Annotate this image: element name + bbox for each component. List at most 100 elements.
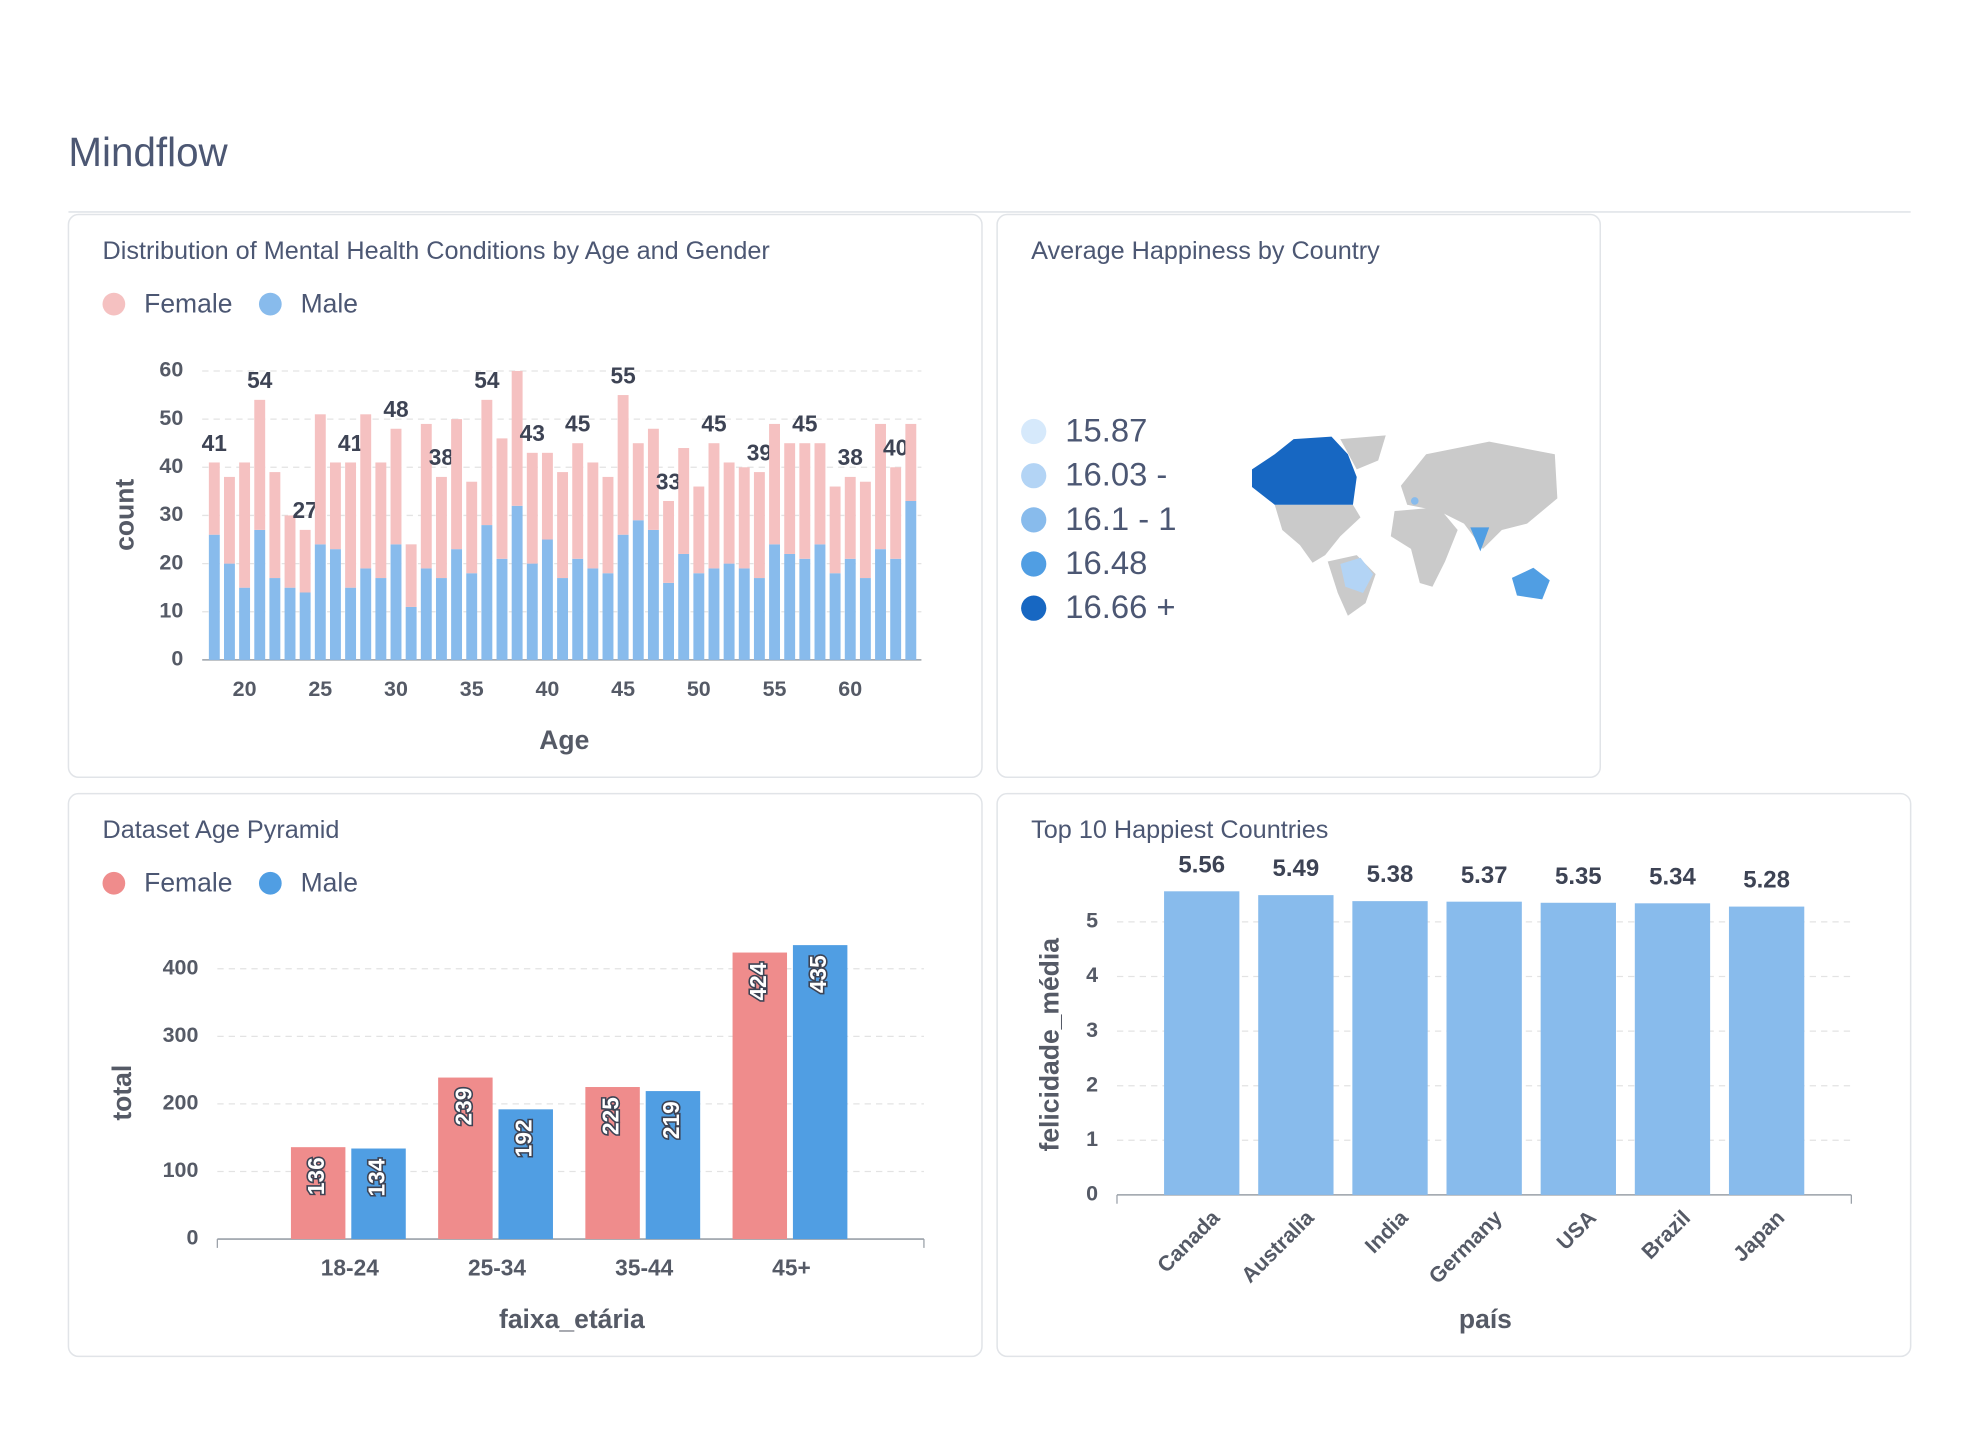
bar-segment — [435, 476, 447, 579]
total-label: 45 — [792, 411, 817, 437]
bar-segment — [769, 423, 780, 545]
bar-segment — [208, 534, 220, 660]
bar — [1540, 902, 1616, 1195]
total-label: 39 — [747, 439, 772, 465]
x-tick-label: 45+ — [772, 1254, 811, 1280]
legend-label: 16.1 - 1 — [1065, 500, 1176, 537]
bar-segment — [753, 578, 765, 660]
bar-segment — [632, 443, 644, 521]
bar — [1352, 901, 1428, 1195]
y-axis-label: count — [109, 479, 139, 551]
bar-segment — [345, 587, 357, 660]
bar-segment — [905, 500, 917, 660]
bar — [438, 1077, 493, 1240]
bar-segment — [269, 578, 281, 660]
bar-segment — [375, 578, 387, 660]
data-label: 435 — [805, 955, 831, 993]
bar-segment — [420, 568, 432, 660]
bar-segment — [314, 544, 326, 660]
legend-label: Female — [144, 288, 232, 318]
card-title: Top 10 Happiest Countries — [1031, 816, 1328, 844]
bar-segment — [753, 472, 765, 579]
y-tick-label: 5 — [1086, 909, 1098, 933]
bar-segment — [511, 370, 523, 506]
legend-marker — [1021, 418, 1047, 445]
legend-label: Female — [144, 868, 232, 898]
bar-segment — [541, 539, 553, 660]
bar-segment — [405, 544, 417, 607]
bar-segment — [420, 423, 432, 569]
bar-segment — [299, 592, 311, 660]
bar-segment — [466, 481, 478, 574]
bar-segment — [844, 558, 856, 660]
bar-segment — [254, 529, 266, 660]
total-label: 33 — [656, 468, 681, 494]
legend-marker — [1021, 551, 1047, 577]
y-tick-label: 3 — [1086, 1018, 1098, 1042]
y-tick-label: 100 — [163, 1158, 199, 1182]
data-label: 5.28 — [1743, 867, 1790, 894]
y-tick-label: 300 — [163, 1023, 199, 1047]
bar-segment — [329, 549, 341, 660]
bar — [732, 952, 788, 1240]
y-tick-label: 40 — [159, 454, 183, 478]
y-tick-label: 1 — [1086, 1127, 1098, 1151]
data-label: 219 — [658, 1101, 684, 1139]
data-label: 5.37 — [1461, 862, 1508, 889]
data-label: 134 — [364, 1158, 390, 1196]
bar — [792, 945, 848, 1240]
total-label: 54 — [247, 367, 273, 393]
bar-segment — [284, 587, 296, 660]
legend-label: Male — [301, 868, 358, 898]
bar-segment — [481, 399, 493, 526]
legend-marker — [1021, 595, 1047, 621]
bar-segment — [587, 462, 599, 569]
total-label: 41 — [338, 430, 363, 456]
y-tick-label: 2 — [1086, 1072, 1098, 1096]
bar-segment — [814, 544, 826, 660]
card-title: Average Happiness by Country — [1031, 237, 1380, 265]
bar — [1634, 903, 1711, 1195]
bar-segment — [723, 563, 735, 660]
bar-segment — [602, 476, 614, 574]
bar-segment — [329, 462, 341, 550]
page-title: Mindflow — [68, 129, 228, 175]
bar-segment — [466, 573, 478, 660]
x-tick-label: 30 — [384, 677, 408, 701]
bar-segment — [708, 568, 720, 660]
bar-segment — [799, 443, 811, 559]
bar-segment — [784, 553, 796, 660]
total-label: 54 — [474, 367, 500, 393]
bar-segment — [557, 578, 569, 660]
total-label: 40 — [883, 435, 908, 461]
total-label: 55 — [610, 362, 635, 388]
y-tick-label: 50 — [159, 406, 183, 430]
bar — [645, 1091, 701, 1240]
bar-segment — [890, 558, 902, 660]
bar-segment — [526, 452, 538, 564]
bar-segment — [875, 549, 886, 660]
legend-marker — [258, 292, 282, 316]
legend-label: 16.66 + — [1065, 588, 1175, 625]
legend-label: 15.87 — [1065, 411, 1147, 448]
legend-label: Male — [301, 288, 358, 318]
bar-segment — [375, 462, 387, 579]
bar-segment — [572, 558, 584, 660]
total-label: 38 — [429, 444, 454, 470]
bar — [1164, 891, 1240, 1195]
bar-segment — [587, 568, 599, 660]
bar-segment — [541, 452, 553, 540]
bar-segment — [208, 462, 220, 535]
bar-segment — [526, 563, 538, 660]
data-label: 192 — [511, 1119, 537, 1157]
legend-marker — [1021, 463, 1047, 489]
legend-label: 16.48 — [1065, 544, 1147, 581]
bar-segment — [859, 481, 871, 579]
bar-segment — [723, 462, 735, 564]
data-label: 5.34 — [1649, 863, 1696, 890]
y-tick-label: 0 — [186, 1226, 198, 1250]
bar-segment — [905, 423, 917, 501]
bar-segment — [360, 568, 372, 660]
card — [67, 213, 983, 779]
